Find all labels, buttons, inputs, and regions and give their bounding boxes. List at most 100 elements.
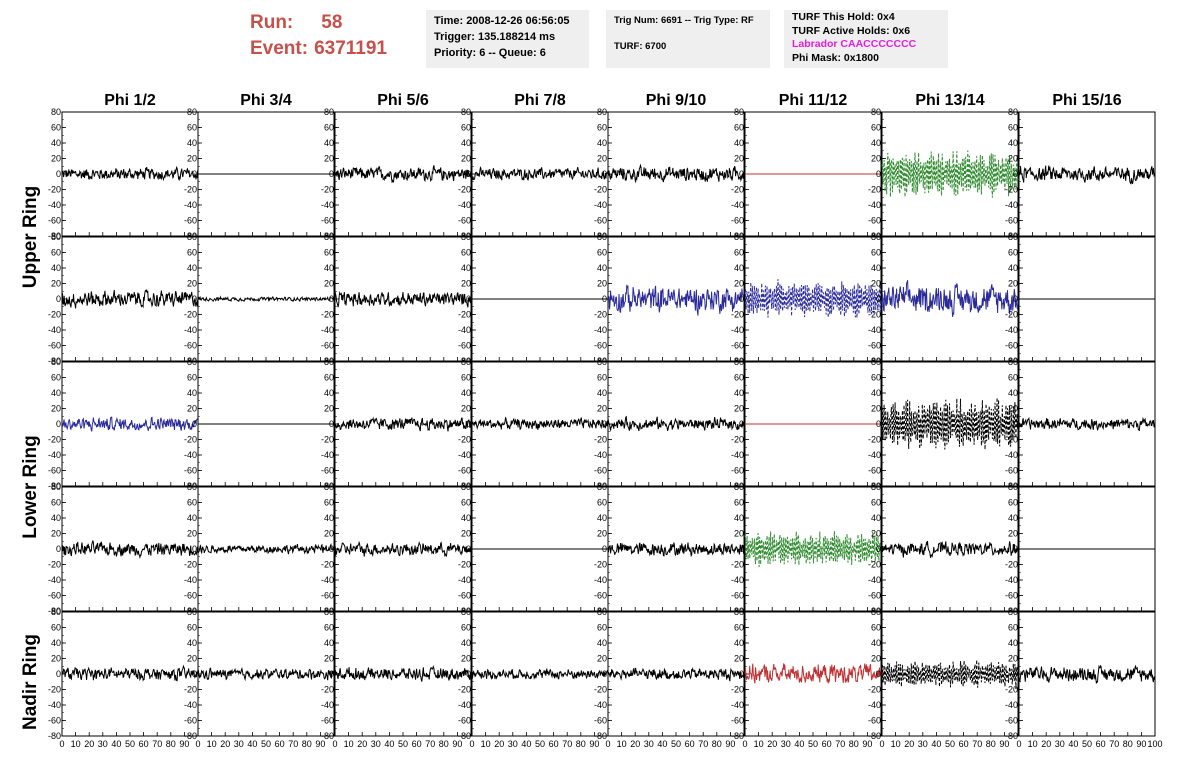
y-tick-label: -80 bbox=[594, 231, 607, 241]
waveform-trace bbox=[881, 540, 1019, 558]
waveform-panel: 80 60 40 20 0 -20 -40 -60 -80 bbox=[594, 357, 745, 491]
y-tick-label: 40 bbox=[597, 138, 607, 148]
run-row: Run: 58 bbox=[250, 10, 420, 36]
y-tick-label: 0 bbox=[739, 419, 744, 429]
y-tick-label: 20 bbox=[324, 529, 334, 539]
y-tick-label: 80 bbox=[871, 232, 881, 242]
waveform-trace bbox=[334, 540, 472, 558]
y-tick-label: -80 bbox=[594, 481, 607, 491]
x-tick-label: 10 bbox=[617, 739, 627, 749]
y-tick-label: 60 bbox=[51, 373, 61, 383]
y-tick-label: 60 bbox=[461, 498, 471, 508]
y-tick-label: 60 bbox=[1008, 623, 1018, 633]
y-tick-label: -60 bbox=[731, 466, 744, 476]
x-tick-label: 70 bbox=[425, 739, 435, 749]
panel-frame bbox=[1018, 611, 1156, 737]
waveform-trace bbox=[1018, 664, 1156, 684]
y-tick-label: -20 bbox=[594, 310, 607, 320]
waveform-panel: 80 60 40 20 0 -20 -40 -60 -80 bbox=[868, 357, 1019, 491]
y-tick-label: -80 bbox=[868, 481, 881, 491]
y-tick-label: 0 bbox=[876, 294, 881, 304]
y-tick-label: 0 bbox=[876, 169, 881, 179]
ring-label: Nadir Ring bbox=[20, 634, 41, 730]
y-tick-label: 60 bbox=[734, 623, 744, 633]
y-tick-label: -20 bbox=[458, 185, 471, 195]
x-tick-label: 20 bbox=[357, 739, 367, 749]
x-tick-label: 70 bbox=[1109, 739, 1119, 749]
x-tick-label: 30 bbox=[371, 739, 381, 749]
y-tick-label: -40 bbox=[184, 325, 197, 335]
waveform-panel: 80 60 40 20 0 -20 -40 -60 -80 bbox=[458, 482, 609, 616]
waveform-panel: 80 60 40 20 0 -20 -40 -60 -80 bbox=[1005, 107, 1156, 241]
y-tick-label: 20 bbox=[597, 154, 607, 164]
y-tick-label: -40 bbox=[1005, 450, 1018, 460]
y-tick-label: 80 bbox=[597, 482, 607, 492]
y-tick-label: -40 bbox=[594, 200, 607, 210]
y-tick-label: 60 bbox=[1008, 498, 1018, 508]
waveform-trace bbox=[881, 150, 1019, 198]
x-tick-label: 40 bbox=[111, 739, 121, 749]
y-tick-label: 40 bbox=[51, 513, 61, 523]
y-tick-label: 0 bbox=[466, 419, 471, 429]
labrador-text: Labrador CAACCCCCCC bbox=[792, 38, 917, 50]
waveform-trace bbox=[61, 664, 199, 682]
x-tick-label: 40 bbox=[794, 739, 804, 749]
y-tick-label: -20 bbox=[48, 435, 61, 445]
y-tick-label: 20 bbox=[1008, 654, 1018, 664]
x-tick-label: 80 bbox=[302, 739, 312, 749]
y-tick-label: 60 bbox=[461, 373, 471, 383]
ring-label: Upper Ring bbox=[20, 186, 41, 288]
x-tick-label: 80 bbox=[1123, 739, 1133, 749]
y-tick-label: 20 bbox=[1008, 529, 1018, 539]
y-tick-label: 0 bbox=[739, 169, 744, 179]
x-tick-label: 10 bbox=[891, 739, 901, 749]
y-tick-label: -60 bbox=[594, 341, 607, 351]
y-tick-label: 20 bbox=[461, 404, 471, 414]
y-tick-label: 80 bbox=[324, 232, 334, 242]
waveform-trace bbox=[607, 542, 745, 558]
y-tick-label: 0 bbox=[56, 419, 61, 429]
y-tick-label: -20 bbox=[184, 310, 197, 320]
x-tick-label: 60 bbox=[412, 739, 422, 749]
y-tick-label: -20 bbox=[48, 685, 61, 695]
waveform-trace bbox=[881, 280, 1019, 317]
y-tick-label: -80 bbox=[321, 731, 334, 741]
x-tick-label: 90 bbox=[452, 739, 462, 749]
x-tick-label: 0 bbox=[332, 739, 337, 749]
x-tick-label: 50 bbox=[945, 739, 955, 749]
y-tick-label: 40 bbox=[51, 263, 61, 273]
y-tick-label: 20 bbox=[187, 654, 197, 664]
waveform-trace bbox=[471, 668, 609, 680]
y-tick-label: 20 bbox=[871, 279, 881, 289]
y-tick-label: -60 bbox=[321, 716, 334, 726]
y-tick-label: 40 bbox=[1008, 263, 1018, 273]
y-tick-label: 40 bbox=[51, 638, 61, 648]
x-tick-label: 0 bbox=[195, 739, 200, 749]
waveform-trace bbox=[607, 284, 745, 316]
x-tick-label: 20 bbox=[1041, 739, 1051, 749]
y-tick-label: -20 bbox=[458, 310, 471, 320]
x-tick-label: 60 bbox=[139, 739, 149, 749]
x-tick-label: 20 bbox=[630, 739, 640, 749]
y-tick-label: -60 bbox=[184, 341, 197, 351]
y-tick-label: 60 bbox=[187, 373, 197, 383]
waveform-trace bbox=[334, 165, 472, 184]
y-tick-label: 80 bbox=[871, 357, 881, 367]
y-tick-label: 80 bbox=[597, 232, 607, 242]
y-tick-label: 60 bbox=[324, 498, 334, 508]
y-tick-label: 20 bbox=[187, 279, 197, 289]
x-tick-label: 90 bbox=[862, 739, 872, 749]
y-tick-label: -60 bbox=[868, 716, 881, 726]
y-tick-label: 60 bbox=[324, 373, 334, 383]
y-tick-label: -20 bbox=[594, 435, 607, 445]
y-tick-label: 40 bbox=[461, 638, 471, 648]
x-tick-label: 90 bbox=[1136, 739, 1146, 749]
y-tick-label: 40 bbox=[324, 263, 334, 273]
y-tick-label: -60 bbox=[184, 466, 197, 476]
y-tick-label: 80 bbox=[734, 357, 744, 367]
y-tick-label: 40 bbox=[461, 138, 471, 148]
y-tick-label: 60 bbox=[461, 123, 471, 133]
y-tick-label: 40 bbox=[1008, 388, 1018, 398]
y-tick-label: -40 bbox=[731, 700, 744, 710]
